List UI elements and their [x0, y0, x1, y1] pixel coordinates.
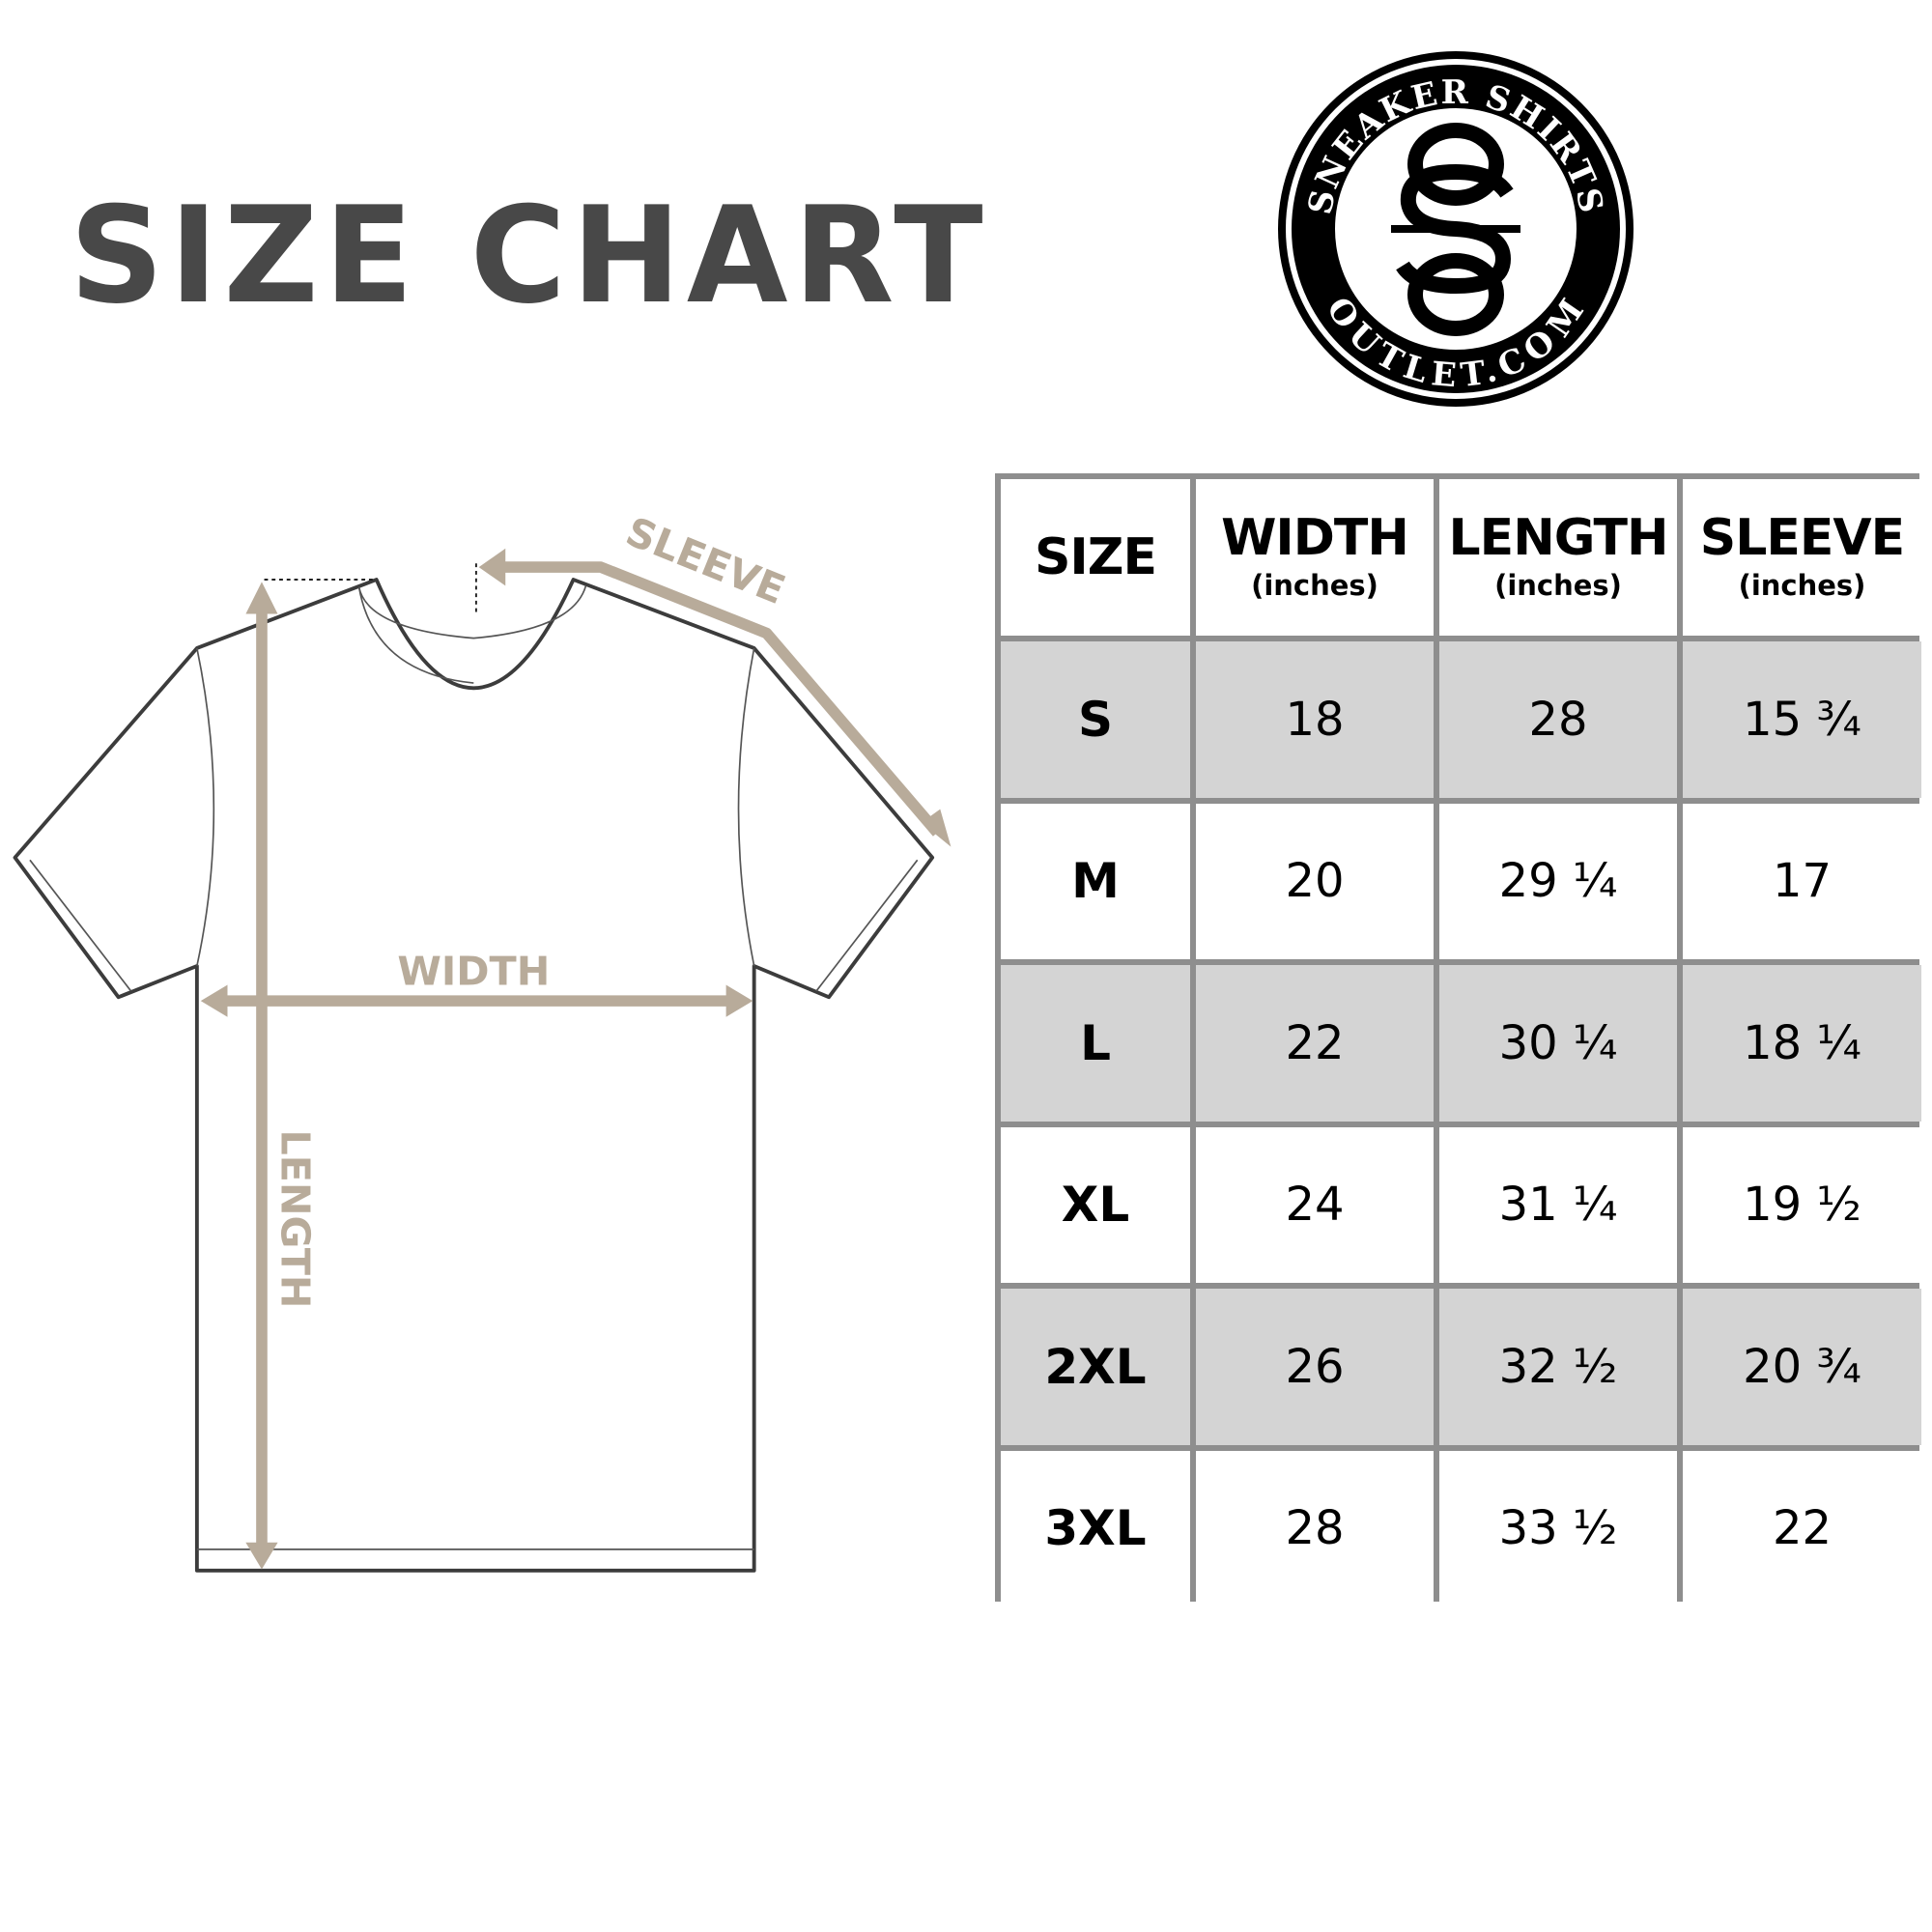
header-sleeve: SLEEVE (inches)	[1683, 479, 1921, 636]
cell-value: 30 ¼	[1498, 1015, 1618, 1070]
length-cell: 33 ½	[1439, 1450, 1677, 1606]
width-label: WIDTH	[397, 948, 550, 994]
sleeve-cell: 19 ½	[1683, 1126, 1921, 1283]
sleeve-arrow	[504, 561, 942, 837]
cell-value: 19 ½	[1743, 1178, 1861, 1233]
cell-value: XL	[1061, 1177, 1130, 1234]
cell-value: 29 ¼	[1498, 854, 1618, 909]
cell-value: 32 ½	[1498, 1339, 1618, 1394]
logo-monogram	[1391, 123, 1520, 336]
cell-value: S	[1077, 691, 1113, 748]
measure-guides	[264, 563, 477, 613]
sleeve-cell: 20 ¾	[1683, 1289, 1921, 1445]
length-label: LENGTH	[272, 1129, 319, 1308]
cell-value: 15 ¾	[1743, 692, 1861, 747]
size-cell: 2XL	[1001, 1289, 1190, 1445]
sleeve-cell: 18 ¼	[1683, 965, 1921, 1122]
header-length: LENGTH (inches)	[1439, 479, 1677, 636]
size-cell: S	[1001, 641, 1190, 798]
cell-value: 20 ¾	[1743, 1339, 1861, 1394]
cell-value: 28	[1285, 1501, 1345, 1556]
sleeve-cell: 15 ¾	[1683, 641, 1921, 798]
cell-value: 2XL	[1044, 1338, 1147, 1395]
cell-value: 24	[1285, 1178, 1345, 1233]
size-cell: M	[1001, 803, 1190, 959]
width-cell: 20	[1196, 803, 1434, 959]
width-cell: 18	[1196, 641, 1434, 798]
sleeve-cell: 17	[1683, 803, 1921, 959]
cell-value: 33 ½	[1498, 1501, 1618, 1556]
length-cell: 32 ½	[1439, 1289, 1677, 1445]
width-cell: 24	[1196, 1126, 1434, 1283]
length-cell: 28	[1439, 641, 1677, 798]
tshirt-outline	[13, 578, 935, 1573]
width-cell: 22	[1196, 965, 1434, 1122]
cell-value: 28	[1528, 692, 1588, 747]
size-cell: XL	[1001, 1126, 1190, 1283]
length-cell: 31 ¼	[1439, 1126, 1677, 1283]
cell-value: M	[1071, 853, 1120, 910]
size-table: SIZE WIDTH (inches) LENGTH (inches) SLEEVE…	[995, 473, 1921, 1606]
cell-value: 17	[1772, 854, 1833, 909]
brand-logo: SNEAKER SHIRTS OUTLET.COM	[1278, 51, 1634, 407]
cell-value: 22	[1772, 1501, 1833, 1556]
measurement-arrows	[200, 548, 952, 1570]
tshirt-seams	[29, 585, 919, 1550]
sleeve-cell: 22	[1683, 1450, 1921, 1606]
cell-value: 20	[1285, 854, 1345, 909]
cell-value: 26	[1285, 1339, 1345, 1394]
cell-value: 18 ¼	[1743, 1015, 1861, 1070]
length-cell: 29 ¼	[1439, 803, 1677, 959]
sleeve-label: SLEEVE	[619, 508, 791, 613]
cell-value: 18	[1285, 692, 1345, 747]
cell-value: 3XL	[1044, 1500, 1147, 1557]
width-cell: 28	[1196, 1450, 1434, 1606]
size-cell: 3XL	[1001, 1450, 1190, 1606]
cell-value: 31 ¼	[1498, 1178, 1618, 1233]
size-cell: L	[1001, 965, 1190, 1122]
width-cell: 26	[1196, 1289, 1434, 1445]
cell-value: L	[1080, 1014, 1111, 1071]
cell-value: 22	[1285, 1015, 1345, 1070]
header-width: WIDTH (inches)	[1196, 479, 1434, 636]
header-size: SIZE	[1001, 479, 1190, 636]
page-title: SIZE CHART	[70, 178, 989, 333]
length-cell: 30 ¼	[1439, 965, 1677, 1122]
